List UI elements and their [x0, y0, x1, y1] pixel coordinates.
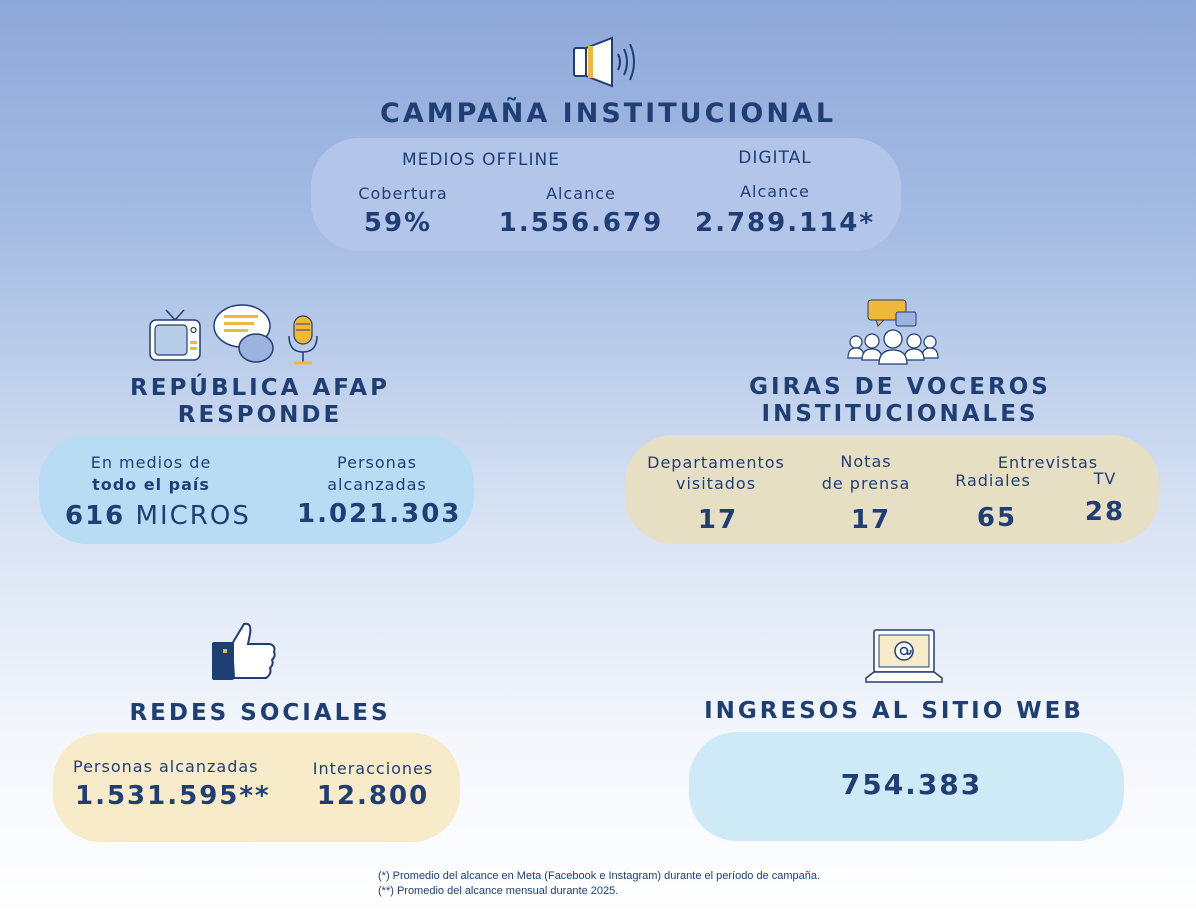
- deptos-label-line1: Departamentos: [647, 453, 785, 472]
- campaign-title: CAMPAÑA INSTITUCIONAL: [380, 98, 837, 129]
- notas-label-line1: Notas: [840, 452, 892, 471]
- thumbs-up-icon: [210, 620, 278, 682]
- campaign-card: MEDIOS OFFLINE DIGITAL Cobertura 59% Alc…: [311, 138, 901, 251]
- personas-label-line1: Personas: [337, 453, 417, 472]
- micros-number: 616: [65, 501, 126, 531]
- responde-title-line1: REPÚBLICA AFAP: [130, 375, 390, 401]
- footnote-1: (*) Promedio del alcance en Meta (Facebo…: [378, 870, 821, 882]
- radiales-label: Radiales: [955, 471, 1031, 490]
- medios-label-line1: En medios de: [90, 453, 212, 472]
- giras-title-line1: GIRAS DE VOCEROS: [749, 374, 1051, 400]
- web-title: INGRESOS AL SITIO WEB: [704, 698, 1084, 724]
- interacciones-value: 12.800: [316, 781, 430, 811]
- radiales-value: 65: [976, 503, 1018, 533]
- micros-value: 616 MICROS: [65, 501, 255, 531]
- deptos-value: 17: [697, 505, 739, 535]
- giras-title-line2: INSTITUCIONALES: [761, 401, 1039, 427]
- personas-value: 1.021.303: [297, 499, 462, 529]
- digital-label: DIGITAL: [738, 148, 812, 168]
- redes-personas-value: 1.531.595**: [75, 781, 271, 811]
- web-value: 754.383: [840, 768, 983, 801]
- notas-label-line2: de prensa: [821, 474, 911, 493]
- responde-card: En medios de todo el país 616 MICROS Per…: [39, 435, 474, 544]
- entrevistas-label: Entrevistas: [997, 453, 1099, 472]
- redes-card: Personas alcanzadas 1.531.595** Interacc…: [53, 733, 460, 842]
- tv-icon: [148, 308, 202, 364]
- chat-bubbles-icon: [212, 302, 276, 366]
- footnote-2: (**) Promedio del alcance mensual durant…: [378, 885, 619, 897]
- web-card: 754.383: [689, 732, 1124, 841]
- alcance-offline-value: 1.556.679: [498, 208, 664, 238]
- giras-card: Departamentos visitados 17 Notas de pren…: [625, 435, 1159, 544]
- alcance-digital-value: 2.789.114*: [695, 208, 875, 238]
- alcance-digital-label: Alcance: [740, 182, 810, 201]
- personas-label-line2: alcanzadas: [327, 475, 427, 494]
- deptos-label-line2: visitados: [675, 474, 757, 493]
- people-group-icon: [846, 298, 940, 366]
- tv-value: 28: [1084, 497, 1126, 527]
- redes-personas-label: Personas alcanzadas: [73, 757, 259, 776]
- cobertura-value: 59%: [363, 208, 433, 238]
- medios-label-line2: todo el país: [92, 475, 210, 494]
- microphone-icon: [284, 314, 322, 366]
- redes-title: REDES SOCIALES: [129, 700, 391, 726]
- speaker-icon: [572, 36, 642, 88]
- laptop-at-icon: [864, 628, 944, 686]
- micros-unit: MICROS: [135, 501, 251, 531]
- responde-title-line2: RESPONDE: [177, 402, 343, 428]
- tv-label: TV: [1093, 469, 1117, 488]
- notas-value: 17: [850, 505, 892, 535]
- interacciones-label: Interacciones: [312, 759, 434, 778]
- alcance-offline-label: Alcance: [546, 184, 616, 203]
- cobertura-label: Cobertura: [358, 184, 448, 203]
- offline-label: MEDIOS OFFLINE: [402, 150, 560, 170]
